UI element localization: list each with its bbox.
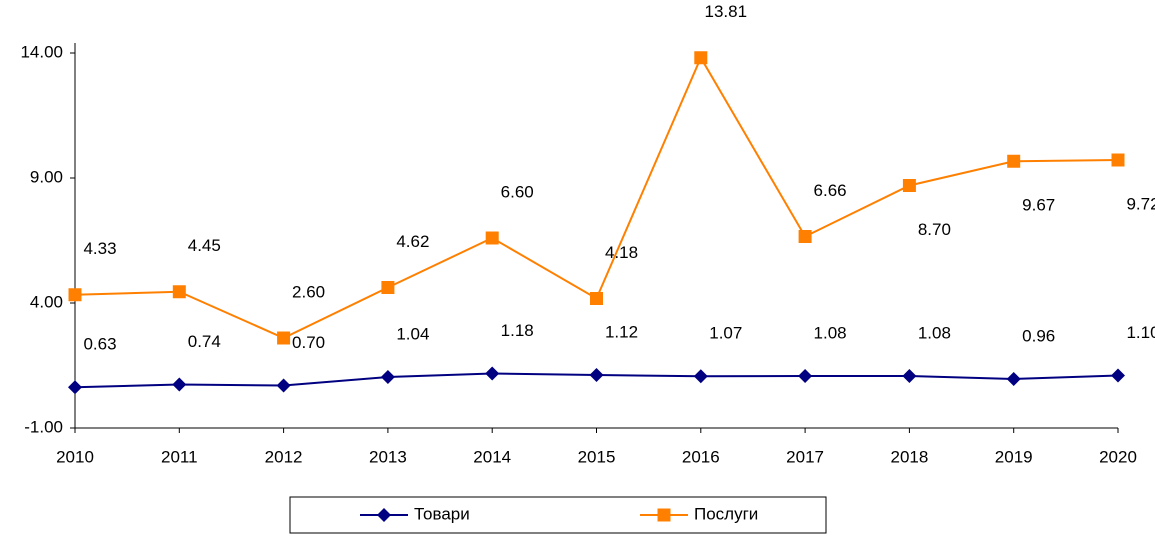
data-point	[380, 370, 395, 384]
data-point	[381, 281, 395, 294]
data-point	[590, 292, 603, 305]
x-tick-label: 2011	[161, 447, 198, 466]
data-label: 4.18	[605, 243, 638, 262]
data-point	[902, 179, 916, 192]
data-label: 6.60	[501, 182, 534, 201]
data-point	[68, 288, 82, 302]
data-point	[276, 378, 291, 393]
x-tick-label: 2018	[890, 447, 928, 466]
data-label: 2.60	[292, 282, 325, 301]
x-tick-label: 2016	[682, 447, 720, 466]
data-point	[1111, 368, 1125, 383]
data-point	[68, 380, 82, 395]
x-tick-label: 2019	[995, 447, 1033, 466]
legend-marker	[657, 508, 671, 522]
data-label: 1.08	[814, 323, 847, 342]
data-point	[485, 366, 500, 381]
y-tick-label: 14.00	[20, 42, 63, 61]
data-label: 9.72	[1126, 194, 1155, 213]
x-tick-label: 2017	[786, 447, 824, 466]
legend-label: Послуги	[694, 504, 758, 523]
data-label: 4.62	[396, 232, 429, 251]
data-label: 1.08	[918, 323, 951, 342]
data-label: 1.07	[709, 324, 742, 343]
y-tick-label: 9.00	[30, 167, 63, 186]
y-tick-label: 4.00	[30, 292, 63, 311]
data-label: 9.67	[1022, 196, 1055, 215]
x-tick-label: 2010	[56, 447, 94, 466]
data-label: 1.10	[1126, 323, 1155, 342]
data-point	[798, 369, 813, 383]
data-label: 0.74	[188, 332, 221, 351]
data-point	[589, 368, 604, 382]
data-point	[172, 285, 186, 299]
x-tick-label: 2014	[473, 447, 511, 466]
data-label: 1.04	[396, 324, 429, 343]
data-point	[798, 230, 812, 243]
data-point	[694, 51, 708, 65]
data-label: 4.45	[188, 236, 221, 255]
data-point	[1006, 372, 1021, 386]
data-label: 1.12	[605, 322, 638, 341]
legend-label: Товари	[414, 504, 470, 523]
x-tick-label: 2020	[1099, 447, 1137, 466]
data-label: 0.63	[83, 335, 116, 354]
x-tick-label: 2013	[369, 447, 407, 466]
y-tick-label: -1.00	[24, 417, 63, 436]
x-tick-label: 2012	[265, 447, 303, 466]
data-label: 0.96	[1022, 326, 1055, 345]
x-tick-label: 2015	[578, 447, 616, 466]
data-point	[1111, 153, 1125, 167]
data-label: 6.66	[814, 181, 847, 200]
data-label: 1.18	[501, 321, 534, 340]
data-point	[693, 369, 708, 384]
data-point	[1007, 154, 1021, 168]
data-point	[172, 377, 187, 392]
data-point	[277, 331, 291, 345]
data-point	[902, 369, 917, 383]
legend-marker	[377, 508, 391, 522]
data-label: 8.70	[918, 220, 951, 239]
data-label: 0.70	[292, 333, 325, 352]
data-label: 13.81	[705, 2, 748, 21]
data-point	[485, 231, 499, 245]
data-label: 4.33	[83, 239, 116, 258]
